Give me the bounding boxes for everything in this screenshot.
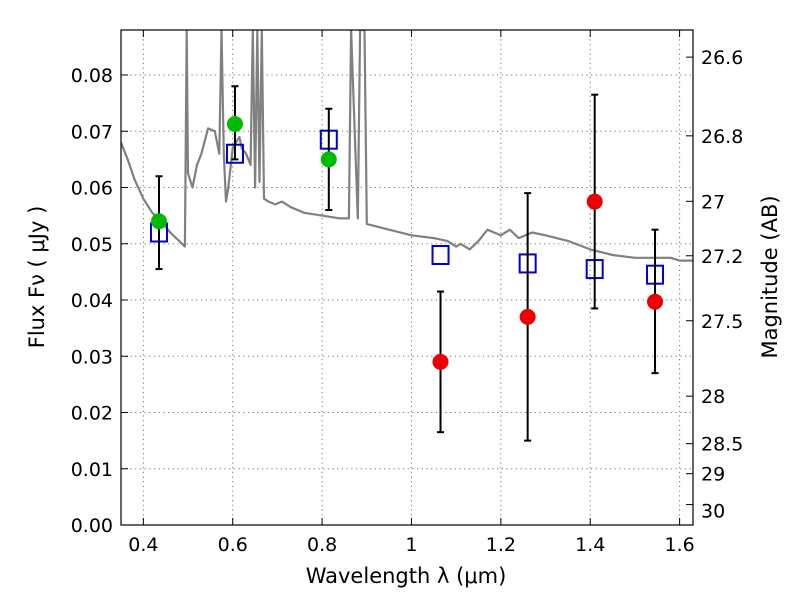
observed-flux-point xyxy=(586,193,603,210)
x-tick-label: 1.6 xyxy=(664,534,694,556)
y2-tick-label: 27.5 xyxy=(701,311,743,333)
y2-tick-label: 26.6 xyxy=(701,47,743,69)
y-tick-label: 0.05 xyxy=(71,234,113,256)
model-spectrum-line xyxy=(121,30,693,262)
observed-flux-point xyxy=(226,115,243,132)
y-tick-label: 0.03 xyxy=(71,346,113,368)
x-tick-label: 0.6 xyxy=(218,534,248,556)
y2-tick-label: 28 xyxy=(701,386,725,408)
plot-area xyxy=(121,30,693,442)
y2-tick-label: 27.2 xyxy=(701,246,743,268)
plot-background xyxy=(121,30,693,525)
y2-axis-label: Magnitude (AB) xyxy=(758,195,782,358)
y-tick-label: 0.08 xyxy=(71,65,113,87)
y2-tick-label: 28.5 xyxy=(701,434,743,456)
x-tick-label: 0.4 xyxy=(128,534,158,556)
plot-frame xyxy=(120,29,694,526)
y-tick-label: 0.07 xyxy=(71,121,113,143)
y-tick-label: 0.01 xyxy=(71,459,113,481)
x-tick-label: 1.4 xyxy=(575,534,605,556)
model-flux-square xyxy=(431,245,450,265)
y2-tick-label: 30 xyxy=(701,501,725,523)
x-tick-label: 1 xyxy=(405,534,417,556)
observed-flux-point xyxy=(647,293,664,310)
observed-flux-point xyxy=(320,151,337,168)
axis-ticks: 0.4 0.6 0.8 1 1.2 1.4 1.6 0.00 0.01 0.02 0.03 0.04 0… xyxy=(71,30,743,556)
x-tick-label: 0.8 xyxy=(307,534,337,556)
x-tick-label: 1.2 xyxy=(486,534,516,556)
y-axis-label: Flux Fν ( μJy ) xyxy=(25,206,49,349)
x-axis-label: Wavelength λ (μm) xyxy=(306,564,507,588)
y-tick-label: 0.06 xyxy=(71,178,113,200)
y-tick-label: 0.02 xyxy=(71,403,113,425)
y2-tick-label: 26.8 xyxy=(701,126,743,148)
y-tick-label: 0.04 xyxy=(71,290,113,312)
y-tick-label: 0.00 xyxy=(71,515,113,537)
observed-flux-point xyxy=(519,308,536,325)
y2-tick-label: 29 xyxy=(701,464,725,486)
observed-flux-point xyxy=(150,213,167,230)
observed-flux-point xyxy=(432,353,449,370)
y2-tick-label: 27 xyxy=(701,191,725,213)
